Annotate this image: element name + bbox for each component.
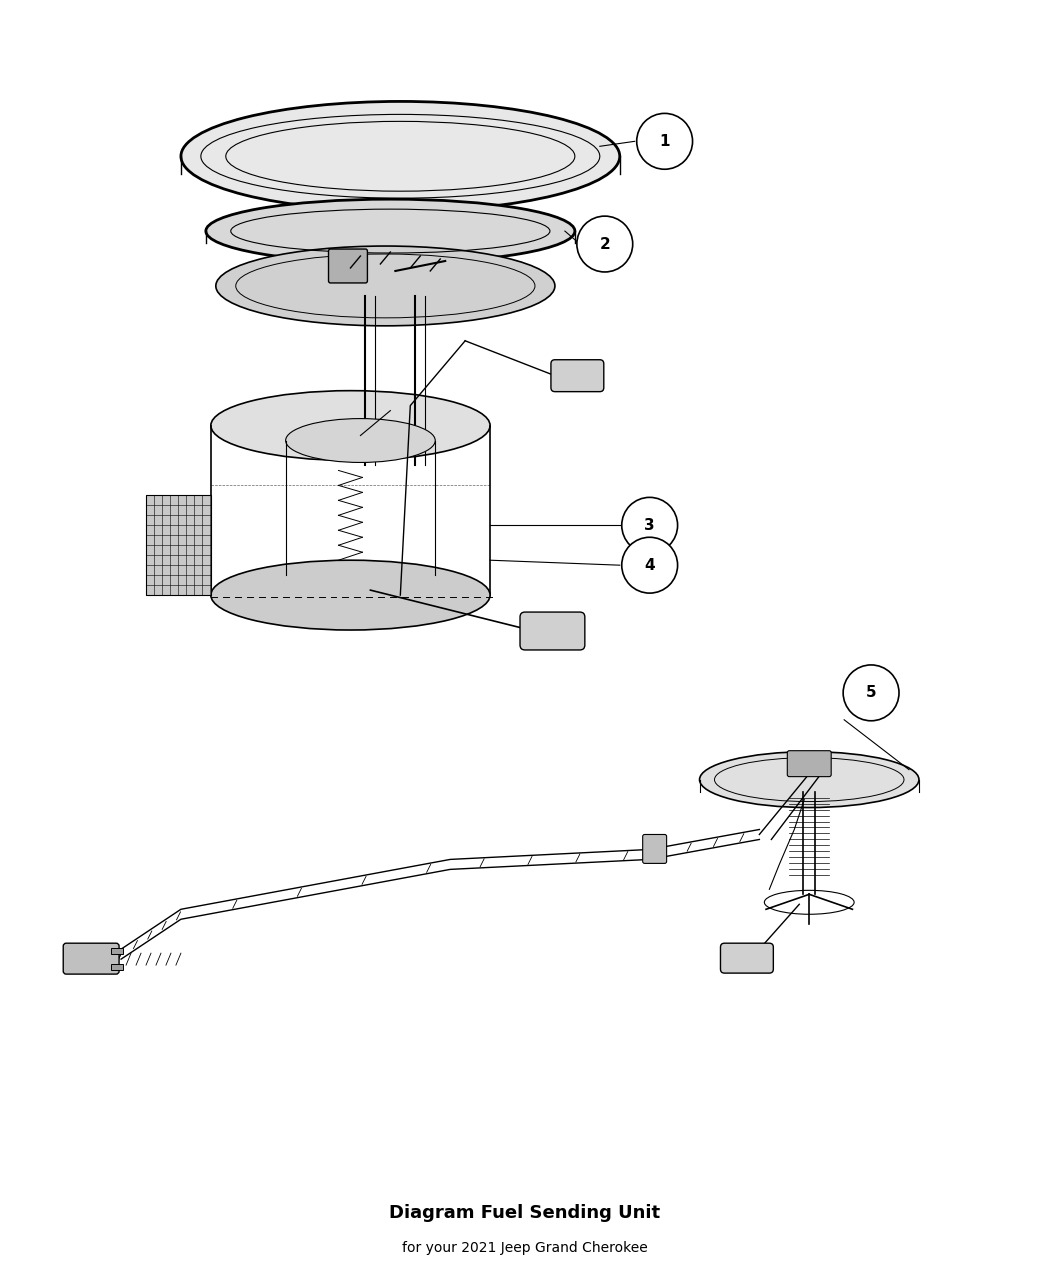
Ellipse shape (298, 230, 483, 258)
Text: 4: 4 (645, 557, 655, 572)
Bar (111, 964, 123, 970)
Ellipse shape (216, 246, 554, 326)
Text: for your 2021 Jeep Grand Cherokee: for your 2021 Jeep Grand Cherokee (402, 1242, 648, 1256)
FancyBboxPatch shape (520, 612, 585, 650)
Ellipse shape (211, 390, 490, 460)
Bar (146, 496, 211, 595)
Ellipse shape (699, 752, 919, 807)
Circle shape (576, 217, 633, 272)
Text: 5: 5 (866, 686, 877, 700)
Circle shape (636, 113, 693, 170)
Ellipse shape (286, 418, 436, 463)
Text: 2: 2 (600, 237, 610, 251)
Bar (111, 949, 123, 954)
Text: 1: 1 (659, 134, 670, 149)
Ellipse shape (206, 199, 574, 263)
Ellipse shape (181, 102, 620, 212)
Circle shape (843, 666, 899, 720)
FancyBboxPatch shape (551, 360, 604, 391)
FancyBboxPatch shape (63, 944, 119, 974)
FancyBboxPatch shape (788, 751, 832, 776)
Circle shape (622, 537, 677, 593)
Ellipse shape (754, 780, 864, 802)
Circle shape (622, 497, 677, 553)
Text: Diagram Fuel Sending Unit: Diagram Fuel Sending Unit (390, 1205, 660, 1223)
FancyBboxPatch shape (720, 944, 774, 973)
Ellipse shape (211, 560, 490, 630)
FancyBboxPatch shape (643, 834, 667, 863)
Text: 3: 3 (645, 518, 655, 533)
Ellipse shape (291, 156, 510, 194)
FancyBboxPatch shape (329, 249, 367, 283)
